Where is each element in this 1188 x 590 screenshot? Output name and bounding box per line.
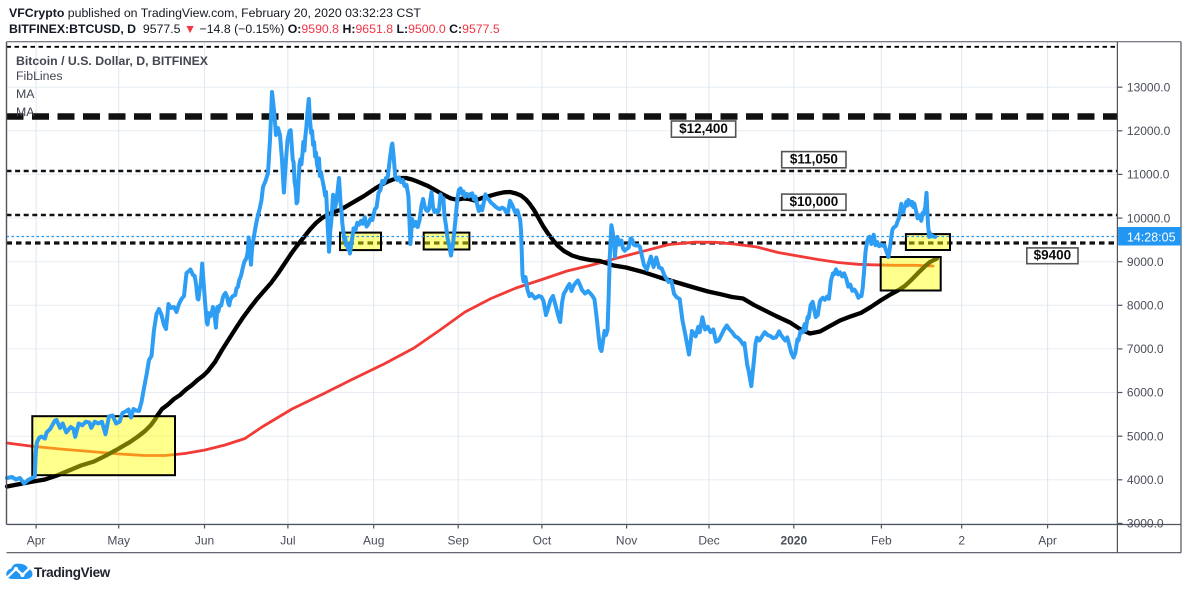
svg-text:Dec: Dec xyxy=(698,534,719,548)
svg-text:9000.0: 9000.0 xyxy=(1127,255,1164,269)
svg-text:10000.0: 10000.0 xyxy=(1127,211,1171,225)
svg-text:4000.0: 4000.0 xyxy=(1127,473,1164,487)
svg-text:14:28:05: 14:28:05 xyxy=(1127,230,1176,244)
svg-text:5000.0: 5000.0 xyxy=(1127,429,1164,443)
svg-text:8000.0: 8000.0 xyxy=(1127,299,1164,313)
svg-text:2020: 2020 xyxy=(780,534,807,548)
svg-text:Sep: Sep xyxy=(448,534,470,548)
svg-text:Aug: Aug xyxy=(363,534,384,548)
svg-text:Jun: Jun xyxy=(195,534,214,548)
svg-text:7000.0: 7000.0 xyxy=(1127,342,1164,356)
svg-text:12000.0: 12000.0 xyxy=(1127,124,1171,138)
svg-text:May: May xyxy=(107,534,130,548)
svg-text:Nov: Nov xyxy=(616,534,637,548)
svg-text:$11,050: $11,050 xyxy=(790,152,838,167)
svg-text:6000.0: 6000.0 xyxy=(1127,386,1164,400)
svg-text:$9400: $9400 xyxy=(1034,248,1072,263)
svg-text:2: 2 xyxy=(958,534,965,548)
svg-text:Oct: Oct xyxy=(533,534,552,548)
svg-text:Apr: Apr xyxy=(1038,534,1057,548)
svg-text:Apr: Apr xyxy=(27,534,46,548)
svg-text:Feb: Feb xyxy=(871,534,892,548)
svg-text:Jul: Jul xyxy=(280,534,295,548)
svg-text:$10,000: $10,000 xyxy=(789,194,838,209)
svg-text:3000.0: 3000.0 xyxy=(1127,517,1164,531)
svg-text:$12,400: $12,400 xyxy=(679,121,728,136)
svg-text:11000.0: 11000.0 xyxy=(1127,168,1170,182)
svg-text:13000.0: 13000.0 xyxy=(1127,80,1171,94)
